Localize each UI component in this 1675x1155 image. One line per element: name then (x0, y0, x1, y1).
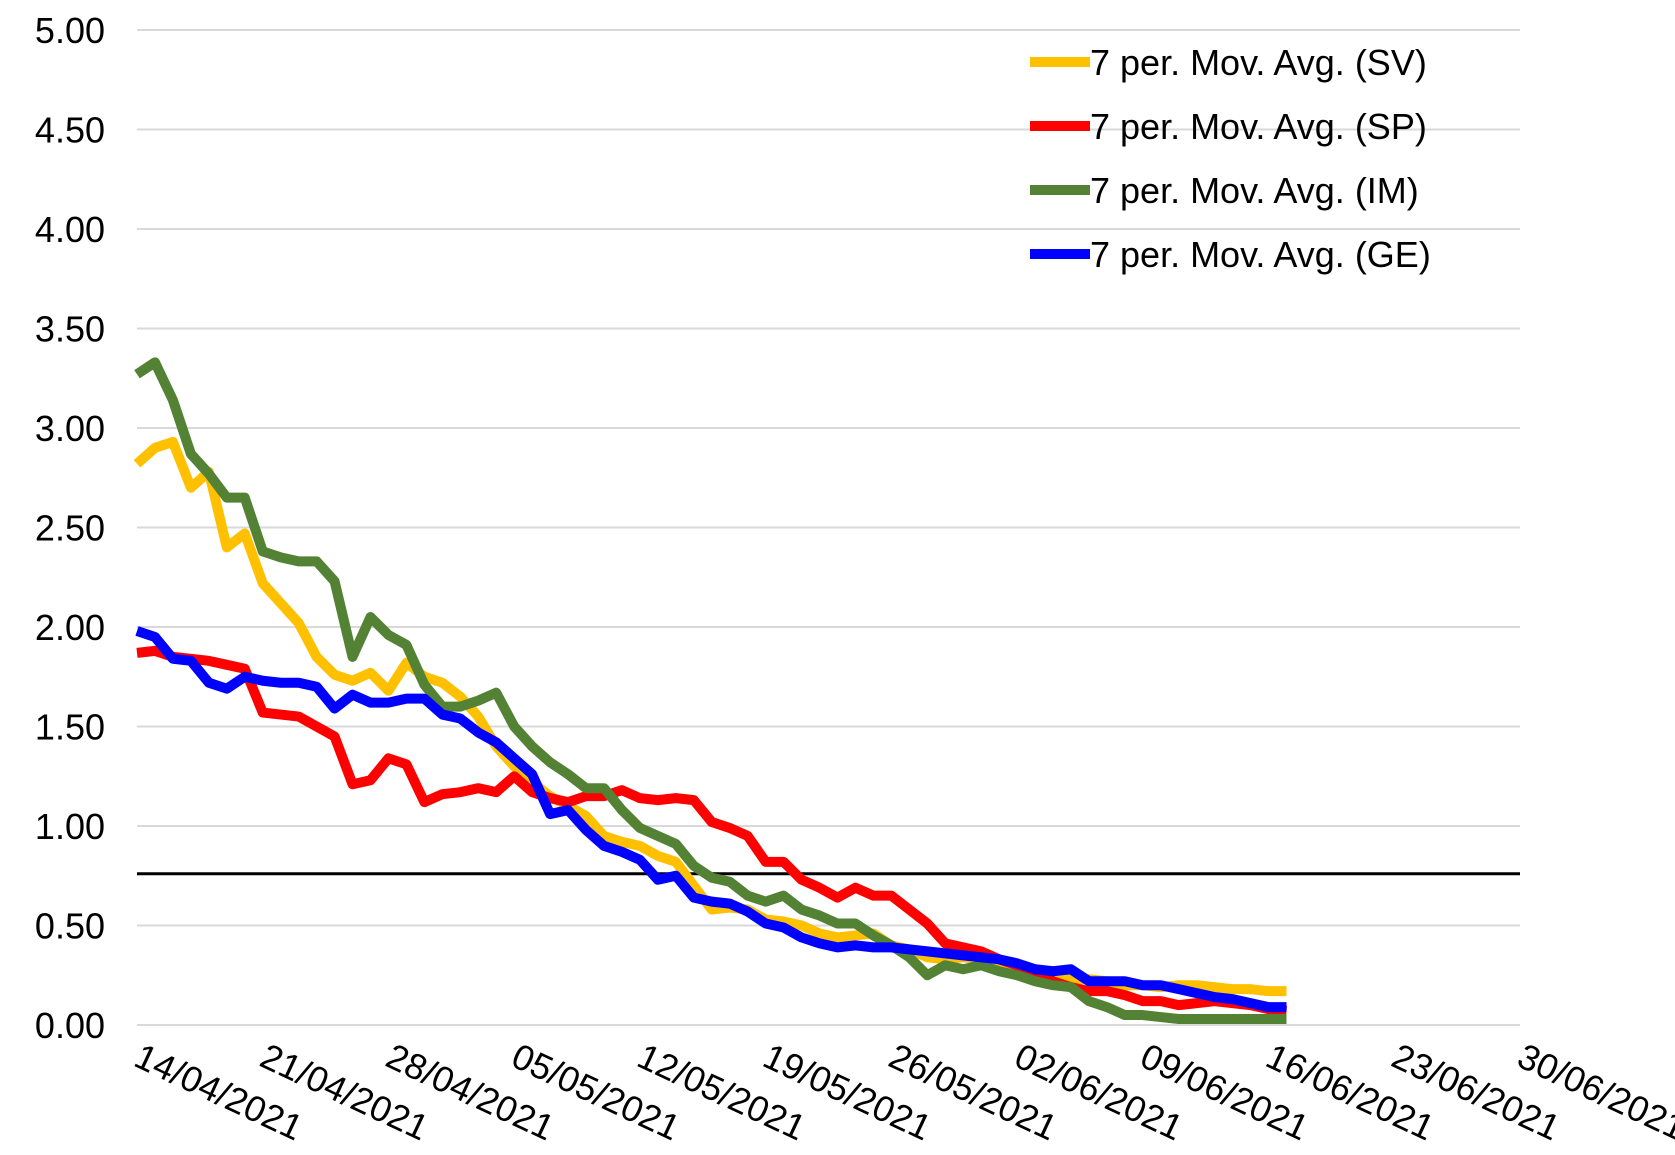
legend-label: 7 per. Mov. Avg. (IM) (1090, 170, 1419, 211)
series-line (133, 436, 1287, 997)
y-tick-label: 4.00 (35, 209, 105, 250)
y-tick-label: 5.00 (35, 10, 105, 51)
y-tick-label: 3.50 (35, 309, 105, 350)
y-tick-label: 2.50 (35, 508, 105, 549)
y-tick-label: 0.50 (35, 906, 105, 947)
y-tick-label: 3.00 (35, 408, 105, 449)
y-tick-label: 0.00 (35, 1005, 105, 1046)
legend-label: 7 per. Mov. Avg. (GE) (1090, 234, 1431, 275)
y-tick-label: 1.00 (35, 806, 105, 847)
series-line (135, 626, 1287, 1013)
series-line (134, 357, 1287, 1025)
legend-label: 7 per. Mov. Avg. (SP) (1090, 106, 1427, 147)
legend-label: 7 per. Mov. Avg. (SV) (1090, 42, 1427, 83)
y-tick-label: 4.50 (35, 110, 105, 151)
series-line (136, 645, 1288, 1017)
y-tick-label: 2.00 (35, 607, 105, 648)
y-tick-label: 1.50 (35, 707, 105, 748)
